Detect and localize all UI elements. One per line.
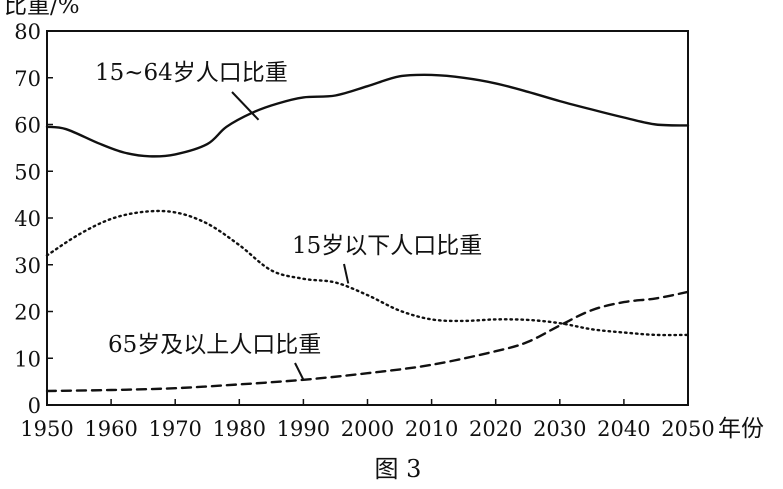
x-tick-label: 2050	[661, 417, 714, 441]
y-tick-label: 60	[14, 114, 41, 138]
x-tick-label: 1950	[20, 417, 73, 441]
x-tick-label: 2020	[469, 417, 522, 441]
annotation-label: 15~64岁人口比重	[95, 60, 288, 86]
figure-caption: 图 3	[375, 455, 422, 483]
x-tick-label: 1960	[84, 417, 137, 441]
annotation-leader	[294, 362, 305, 381]
x-tick-label: 1990	[277, 417, 330, 441]
annotation-leader	[343, 263, 350, 284]
y-tick-label: 80	[14, 20, 41, 44]
y-tick-label: 40	[14, 207, 41, 231]
x-tick-label: 2010	[405, 417, 458, 441]
series-working-age	[45, 73, 690, 158]
series-annotations: 15~64岁人口比重 15岁以下人口比重 65岁及以上人口比重	[95, 60, 482, 381]
x-tick-label: 2000	[341, 417, 394, 441]
x-tick-label: 1970	[148, 417, 201, 441]
x-tick-label: 2030	[533, 417, 586, 441]
x-tick-label: 2040	[597, 417, 650, 441]
y-tick-label: 50	[14, 160, 41, 184]
y-tick-label: 10	[14, 347, 41, 371]
x-axis-label: 年份	[718, 416, 764, 442]
y-tick-label: 70	[14, 67, 41, 91]
y-axis-label: 比重/%	[4, 0, 80, 19]
series-under-15	[45, 209, 690, 337]
y-tick-label: 0	[28, 394, 41, 418]
x-axis-ticks: 1950 1960 1970 1980 1990 2000 2010 2020 2030 2040…	[20, 399, 715, 441]
annotation-leader	[231, 91, 260, 121]
y-axis-ticks: 0 10 20 30 40 50 60 70 80	[14, 20, 53, 418]
series-over-65	[45, 290, 690, 393]
y-tick-label: 30	[14, 254, 41, 278]
series-lines	[45, 73, 690, 393]
y-tick-label: 20	[14, 301, 41, 325]
x-tick-label: 1980	[213, 417, 266, 441]
annotation-label: 65岁及以上人口比重	[108, 332, 321, 358]
annotation-label: 15岁以下人口比重	[292, 233, 482, 259]
